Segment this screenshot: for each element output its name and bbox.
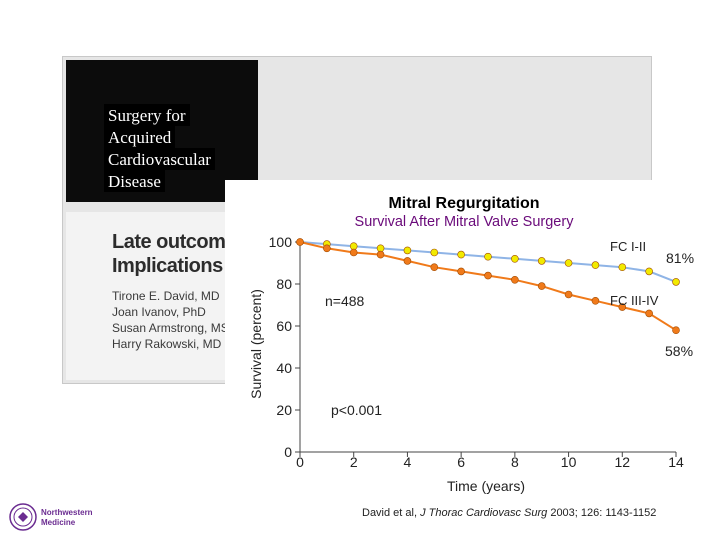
- data-point-series-0: [511, 254, 519, 263]
- data-point-series-0: [618, 263, 627, 272]
- data-point-series-0: [537, 257, 546, 265]
- y-tick-label: 100: [269, 234, 293, 250]
- citation-journal: J Thorac Cardiovasc Surg: [419, 507, 548, 519]
- topic-line: Surgery for: [104, 104, 190, 126]
- data-point-series-1: [591, 296, 600, 305]
- x-tick-label: 8: [511, 454, 519, 470]
- data-point-series-1: [484, 271, 492, 280]
- logo-line: Medicine: [41, 518, 76, 527]
- citation: David et al, J Thorac Cardiovasc Surg 20…: [362, 507, 656, 519]
- data-point-series-1: [537, 282, 546, 290]
- data-point-series-1: [645, 309, 653, 318]
- y-tick-label: 20: [276, 402, 292, 418]
- journal-author: Susan Armstrong, MS: [112, 321, 229, 335]
- data-point-series-0: [430, 248, 439, 257]
- data-point-series-0: [376, 244, 385, 253]
- data-point-series-1: [618, 303, 627, 311]
- p-value: p<0.001: [331, 402, 382, 418]
- university-seal-icon: [9, 503, 37, 531]
- citation-details: 2003; 126: 1143-1152: [547, 507, 656, 519]
- data-point-series-1: [403, 257, 412, 265]
- journal-article-title: Late outcome Implications f: [112, 230, 272, 278]
- data-point-series-1: [430, 263, 439, 272]
- chart-subtitle: Survival After Mitral Valve Surgery: [355, 214, 575, 230]
- y-axis-label: Survival (percent): [248, 289, 264, 399]
- data-point-series-1: [511, 275, 519, 284]
- data-point-series-0: [484, 252, 492, 261]
- x-tick-label: 10: [561, 454, 577, 470]
- data-point-series-0: [349, 242, 358, 250]
- journal-author: Joan Ivanov, PhD: [112, 305, 206, 319]
- data-point-series-0: [645, 267, 653, 276]
- journal-title-line: Implications f: [112, 255, 234, 277]
- end-value-low: 58%: [665, 343, 693, 359]
- x-tick-label: 4: [404, 454, 412, 470]
- x-tick-label: 12: [614, 454, 630, 470]
- sample-size: n=488: [325, 293, 365, 309]
- end-value-high: 81%: [666, 250, 694, 266]
- data-point-series-1: [296, 238, 304, 246]
- data-point-series-1: [672, 326, 680, 335]
- x-axis-label: Time (years): [447, 478, 525, 494]
- data-point-series-0: [591, 261, 600, 269]
- x-tick-label: 6: [457, 454, 465, 470]
- journal-title-line: Late outcome: [112, 231, 237, 253]
- data-point-series-1: [376, 250, 385, 259]
- journal-author-list: Tirone E. David, MD Joan Ivanov, PhD Sus…: [112, 288, 258, 352]
- x-tick-label: 14: [668, 454, 684, 470]
- series-label-fc-i-ii: FC I-II: [610, 239, 646, 254]
- topic-line: Cardiovascular: [104, 148, 215, 170]
- topic-line: Acquired: [104, 126, 176, 148]
- topic-line: Disease: [104, 170, 165, 192]
- y-tick-label: 80: [276, 276, 292, 292]
- y-tick-label: 60: [276, 318, 292, 334]
- data-point-series-0: [403, 246, 412, 255]
- data-point-series-1: [457, 267, 465, 276]
- data-point-series-0: [672, 278, 680, 286]
- chart-panel: [225, 180, 720, 540]
- data-point-series-1: [564, 290, 573, 299]
- data-point-series-0: [564, 259, 573, 267]
- series-label-fc-iii-iv: FC III-IV: [610, 293, 659, 308]
- data-point-series-0: [457, 250, 465, 259]
- y-tick-label: 0: [284, 444, 292, 460]
- y-tick-label: 40: [276, 360, 292, 376]
- data-point-series-1: [323, 244, 331, 253]
- journal-author: Harry Rakowski, MD: [112, 337, 222, 351]
- chart-title: Mitral Regurgitation: [388, 195, 539, 212]
- institution-logo-text: Northwestern Medicine: [41, 508, 93, 528]
- citation-authors: David et al,: [362, 507, 420, 519]
- data-point-series-1: [349, 248, 358, 257]
- x-tick-label: 2: [350, 454, 358, 470]
- journal-author: Tirone E. David, MD: [112, 289, 220, 303]
- logo-line: Northwestern: [41, 508, 93, 517]
- x-tick-label: 0: [296, 454, 304, 470]
